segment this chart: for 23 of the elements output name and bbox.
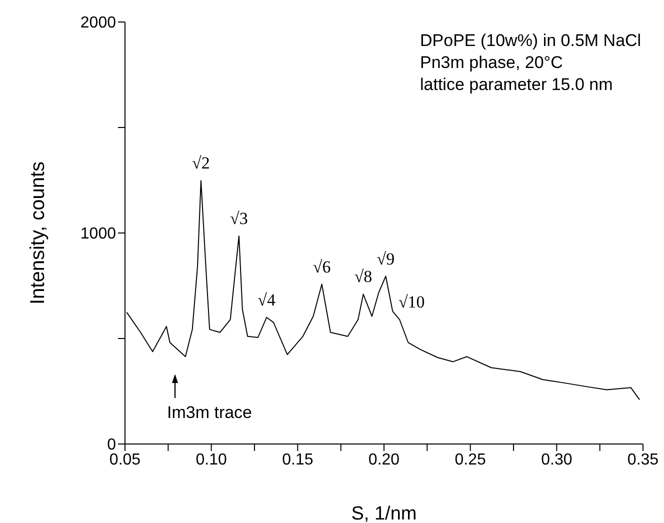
annotation: √4 bbox=[258, 290, 276, 310]
annotation: Im3m trace bbox=[167, 403, 252, 423]
x-tick-label: 0.20 bbox=[368, 451, 400, 468]
y-axis-title: Intensity, counts bbox=[27, 161, 50, 305]
annotation: √3 bbox=[230, 208, 248, 228]
x-axis-title: S, 1/nm bbox=[351, 503, 417, 523]
annotation: √10 bbox=[398, 292, 425, 312]
annotation: Pn3m phase, 20°C bbox=[420, 52, 564, 74]
x-tick-label: 0.35 bbox=[627, 451, 659, 468]
y-tick-label: 0 bbox=[107, 436, 116, 454]
y-tick-label: 1000 bbox=[80, 226, 116, 243]
annotation: lattice parameter 15.0 nm bbox=[420, 74, 614, 96]
x-tick-label: 0.10 bbox=[196, 451, 228, 468]
annotation: √8 bbox=[354, 267, 372, 286]
annotation: √9 bbox=[376, 249, 395, 268]
x-tick-label: 0.05 bbox=[109, 451, 141, 468]
x-tick-label: 0.30 bbox=[541, 451, 572, 468]
x-tick-label: 0.25 bbox=[454, 451, 486, 468]
y-tick-label: 2000 bbox=[80, 14, 116, 32]
annotation: √2 bbox=[192, 154, 210, 173]
annotation: √6 bbox=[312, 257, 331, 276]
x-tick-label: 0.15 bbox=[282, 451, 314, 468]
annotation: DPoPE (10w%) in 0.5M NaCl bbox=[420, 30, 642, 52]
